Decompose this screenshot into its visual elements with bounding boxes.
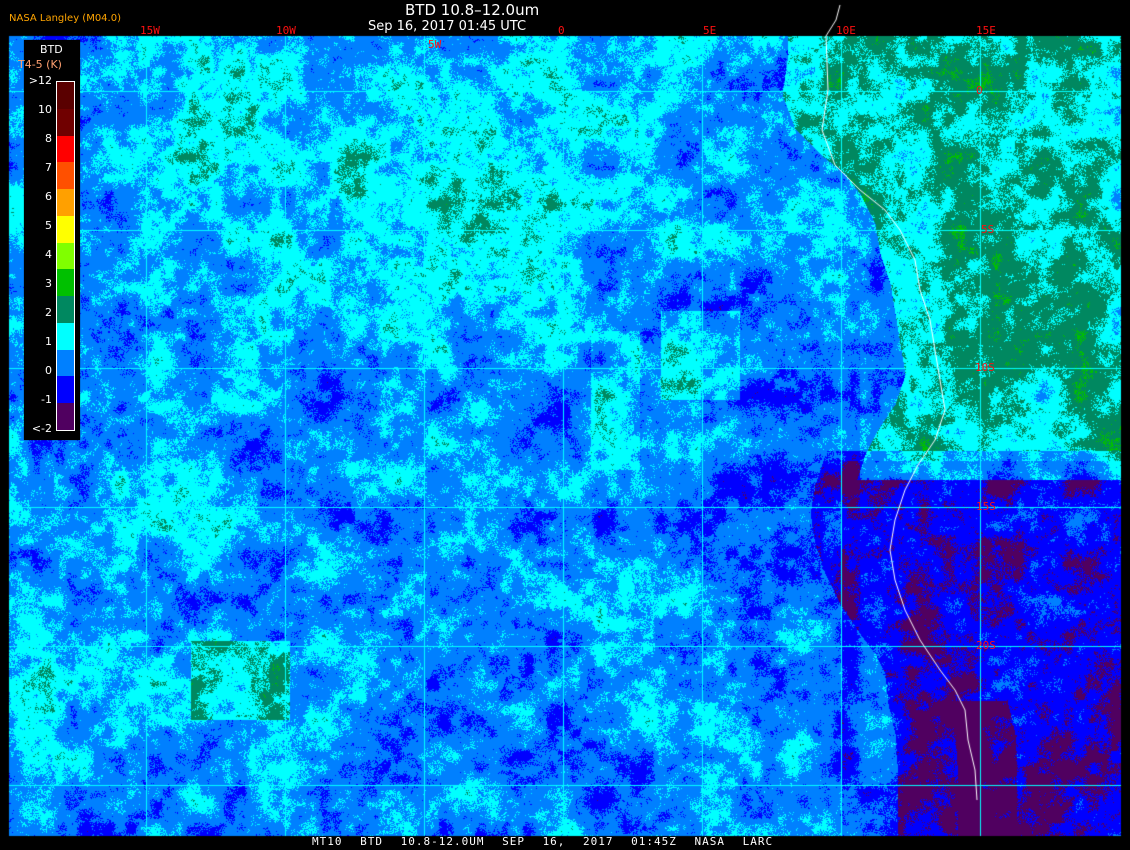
observation-datetime: Sep 16, 2017 01:45 UTC — [368, 19, 527, 34]
legend-swatch — [57, 403, 74, 430]
legend-swatch — [57, 242, 74, 270]
lon-label-5w: 5W — [428, 38, 442, 51]
source-label: NASA Langley (M04.0) — [9, 13, 121, 24]
legend-tick: 3 — [45, 277, 52, 290]
lon-label-15w: 15W — [140, 24, 160, 37]
legend-unit: T4-5 (K) — [18, 58, 62, 71]
legend-swatch — [57, 296, 74, 323]
legend-swatch — [57, 376, 74, 404]
lon-label-10w: 10W — [276, 24, 296, 37]
legend-swatch — [57, 82, 74, 109]
lon-label-5e: 5E — [703, 24, 717, 37]
legend-tick: 4 — [45, 248, 52, 261]
color-legend: BTD T4-5 (K) >12 10 8 7 6 5 4 3 2 1 0 -1 <-2 — [18, 40, 80, 440]
lat-label-15s: 15S — [976, 500, 996, 513]
lon-label-15e: 15E — [976, 24, 996, 37]
legend-tick: 1 — [45, 335, 52, 348]
legend-tick: >12 — [28, 74, 52, 87]
legend-swatch — [57, 189, 74, 216]
lat-label-5s: 5S — [981, 223, 995, 236]
legend-tick: 0 — [45, 364, 52, 377]
legend-swatch — [57, 162, 74, 190]
legend-tick: 2 — [45, 306, 52, 319]
footer-caption: MT10 BTD 10.8-12.0UM SEP 16, 2017 01:45Z… — [312, 835, 774, 848]
legend-tick: -1 — [41, 393, 52, 406]
legend-tick: 10 — [38, 103, 52, 116]
lat-label-0: 0 — [976, 84, 983, 97]
legend-swatch — [57, 108, 74, 136]
legend-swatch — [57, 322, 74, 350]
legend-colorbar — [56, 81, 75, 431]
lon-label-0: 0 — [558, 24, 565, 37]
product-title: BTD 10.8–12.0um — [405, 1, 540, 19]
legend-title: BTD — [40, 43, 63, 56]
legend-tick: 6 — [45, 190, 52, 203]
legend-swatch — [57, 349, 74, 377]
lat-label-10s: 10S — [975, 361, 995, 374]
legend-tick: 7 — [45, 161, 52, 174]
legend-tick: 5 — [45, 219, 52, 232]
legend-swatch — [57, 269, 74, 297]
lon-label-10e: 10E — [836, 24, 856, 37]
legend-tick: 8 — [45, 132, 52, 145]
lat-label-20s: 20S — [976, 639, 996, 652]
legend-swatch — [57, 135, 74, 163]
legend-tick: <-2 — [31, 422, 52, 435]
legend-swatch — [57, 215, 74, 243]
